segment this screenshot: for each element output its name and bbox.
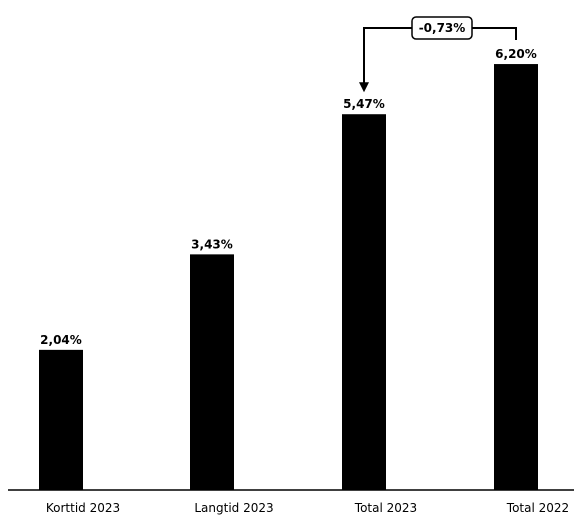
x-tick-label: Langtid 2023 [194, 501, 273, 515]
x-tick-label: Korttid 2023 [46, 501, 120, 515]
arrowhead [359, 82, 369, 93]
bar [190, 254, 234, 490]
bar [39, 349, 83, 490]
bar [494, 64, 538, 490]
data-label: 6,20% [495, 47, 537, 61]
difference-annotation: -0,73% [359, 16, 517, 93]
bar [342, 114, 386, 490]
data-label: 2,04% [40, 333, 82, 347]
data-label: 3,43% [191, 237, 233, 251]
annotation-label: -0,73% [419, 21, 466, 35]
data-label: 5,47% [343, 97, 385, 111]
value-labels-group: 2,04% 3,43% 5,47% 6,20% [40, 47, 537, 347]
x-tick-label: Total 2022 [506, 501, 569, 515]
bars-group [39, 64, 538, 490]
x-tick-label: Total 2023 [354, 501, 417, 515]
x-tick-labels-group: Korttid 2023 Langtid 2023 Total 2023 Total … [46, 501, 569, 515]
annotation-box [411, 16, 473, 40]
